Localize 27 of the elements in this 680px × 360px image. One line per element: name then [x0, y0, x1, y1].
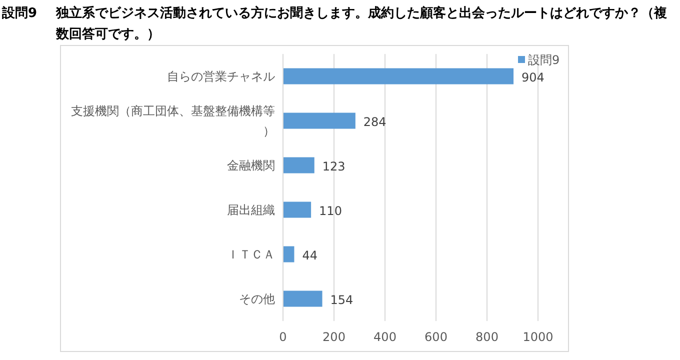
data-label: 904 [522, 70, 544, 84]
x-tick-label: 600 [424, 330, 448, 344]
x-tick-label: 1000 [522, 330, 554, 344]
x-tick-label: 800 [476, 330, 498, 344]
x-tick-label: 200 [322, 330, 346, 344]
data-label: 110 [319, 204, 342, 218]
y-tick-label: その他 [239, 292, 275, 306]
bar [283, 157, 314, 174]
x-tick-label: 400 [374, 330, 396, 344]
y-tick-label: 金融機関 [227, 158, 275, 172]
bar [283, 202, 312, 218]
y-tick-label: 届出組織 [227, 202, 275, 217]
data-label: 123 [322, 159, 346, 174]
y-tick-label: ＩＴＣＡ [227, 247, 275, 262]
data-label: 44 [302, 248, 318, 262]
chart-title: 設問9 独立系でビジネス活動されている方にお聞きします。成約した顧客と出会ったルートはどれですか？（複数回答可です。） [2, 6, 667, 42]
x-tick-label: 0 [279, 330, 287, 344]
legend-label: 設問9 [528, 53, 560, 67]
data-label: 154 [330, 292, 354, 307]
bar [283, 290, 322, 307]
y-tick-label: 支援機関（商工団体、基盤整備機構等） [71, 104, 275, 138]
bar [283, 112, 356, 129]
data-label: 284 [363, 114, 386, 129]
bar [283, 246, 294, 262]
bar [283, 68, 514, 84]
y-tick-label: 自らの営業チャネル [167, 69, 275, 84]
legend: 設問9 [518, 53, 560, 67]
